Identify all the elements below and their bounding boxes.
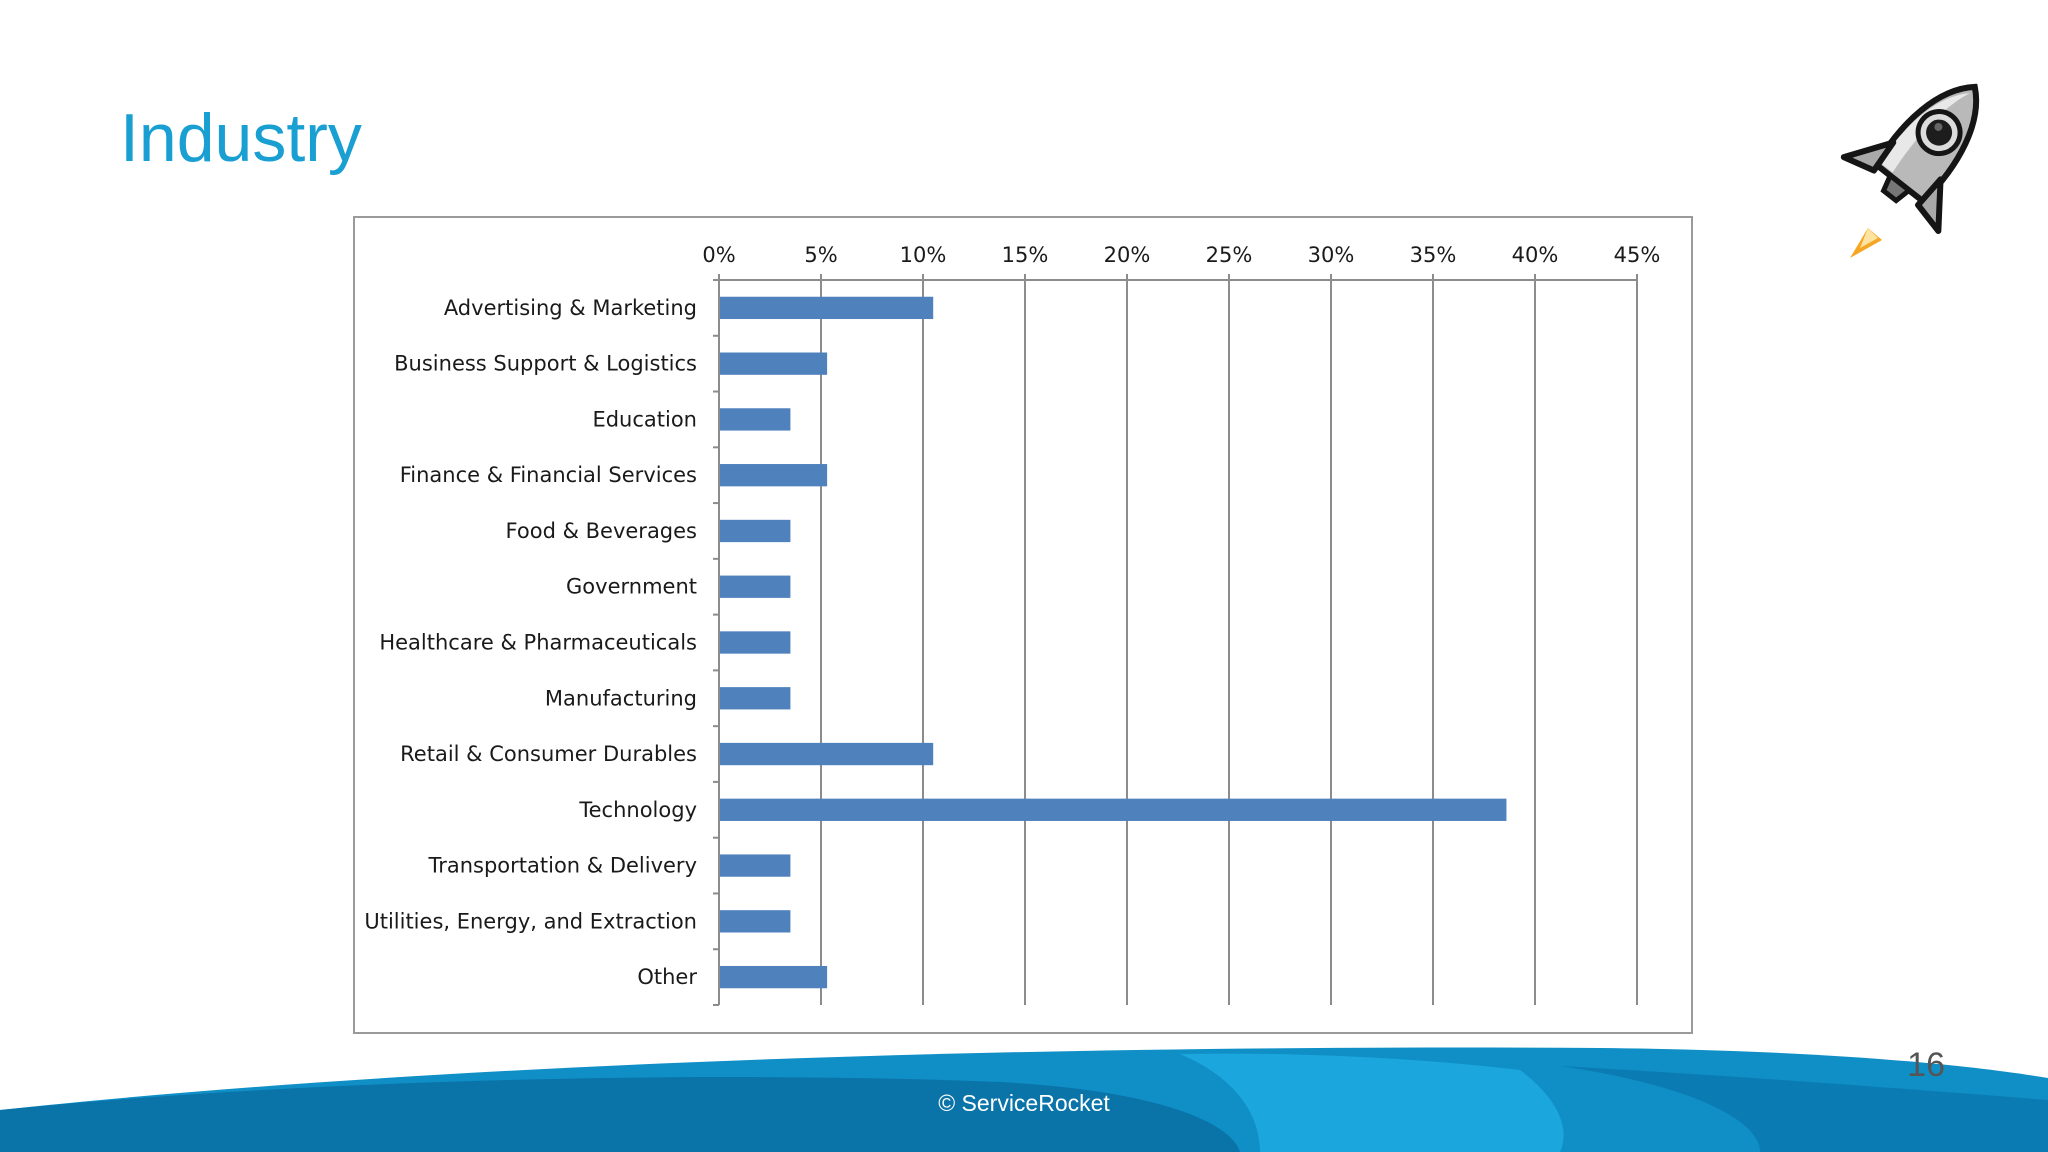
bar bbox=[720, 631, 791, 654]
label-layer: 0% 5% 10% 15% 20% 25% 30% 35% 40% 45% Advertising … bbox=[364, 243, 1660, 989]
category-label: Retail & Consumer Durables bbox=[400, 742, 697, 766]
page-number: 16 bbox=[1907, 1046, 1945, 1084]
bar bbox=[720, 352, 828, 375]
x-tick-label: 10% bbox=[900, 243, 947, 267]
footer-wave bbox=[0, 1047, 2048, 1152]
bar-layer bbox=[720, 296, 1507, 989]
x-tick-label: 30% bbox=[1308, 243, 1355, 267]
x-tick-label: 25% bbox=[1206, 243, 1253, 267]
x-tick-label: 15% bbox=[1002, 243, 1049, 267]
bar bbox=[720, 408, 791, 431]
category-label: Business Support & Logistics bbox=[394, 352, 697, 376]
category-label: Education bbox=[592, 407, 697, 431]
category-label: Manufacturing bbox=[545, 686, 697, 710]
bar bbox=[720, 854, 791, 877]
bar bbox=[720, 575, 791, 598]
rocket-icon bbox=[1840, 83, 1979, 258]
axis-layer bbox=[713, 274, 1638, 1006]
category-label: Transportation & Delivery bbox=[427, 854, 697, 878]
chart-frame: 0% 5% 10% 15% 20% 25% 30% 35% 40% 45% Advertising … bbox=[353, 216, 1693, 1034]
x-tick-label: 20% bbox=[1104, 243, 1151, 267]
category-label: Food & Beverages bbox=[506, 519, 697, 543]
bar bbox=[720, 296, 934, 320]
bar bbox=[720, 687, 791, 710]
category-label: Finance & Financial Services bbox=[400, 463, 697, 487]
copyright-text: © ServiceRocket bbox=[938, 1090, 1110, 1116]
x-tick-label: 40% bbox=[1512, 243, 1559, 267]
x-tick-label: 45% bbox=[1614, 243, 1661, 267]
bar bbox=[720, 464, 828, 487]
industry-bar-chart: 0% 5% 10% 15% 20% 25% 30% 35% 40% 45% Advertising … bbox=[364, 243, 1660, 1006]
bar bbox=[720, 742, 934, 766]
x-tick-label: 35% bbox=[1410, 243, 1457, 267]
bar bbox=[720, 910, 791, 933]
category-label: Advertising & Marketing bbox=[444, 296, 697, 320]
category-label: Utilities, Energy, and Extraction bbox=[364, 909, 697, 933]
slide-title: Industry bbox=[120, 100, 362, 176]
category-label: Other bbox=[637, 965, 697, 989]
category-label: Healthcare & Pharmaceuticals bbox=[379, 631, 697, 655]
bar bbox=[720, 519, 791, 543]
bar bbox=[720, 798, 1507, 821]
category-label: Technology bbox=[578, 798, 697, 822]
x-tick-label: 5% bbox=[804, 243, 837, 267]
x-tick-label: 0% bbox=[702, 243, 735, 267]
bar bbox=[720, 965, 828, 989]
grid-layer bbox=[820, 280, 1638, 1005]
category-label: Government bbox=[566, 575, 697, 599]
